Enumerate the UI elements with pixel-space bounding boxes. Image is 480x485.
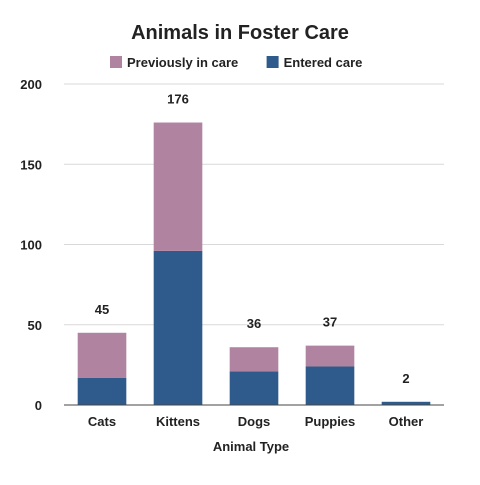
x-axis-label: Animal Type	[213, 439, 289, 454]
data-label-total: 2	[402, 371, 409, 386]
bar-entered-care-dogs	[229, 371, 279, 405]
legend-label: Entered care	[284, 55, 363, 70]
y-tick-label: 100	[20, 238, 42, 253]
total-labels: 45 176 36 37 2	[95, 92, 410, 386]
legend-swatch	[266, 56, 279, 68]
y-axis-tick-labels: 0 50 100 150 200	[20, 77, 42, 413]
legend: Previously in care Entered care	[110, 55, 362, 70]
bar-entered-care-puppies	[305, 366, 355, 405]
x-tick-label: Cats	[88, 414, 116, 429]
y-tick-label: 150	[20, 157, 42, 172]
chart-title: Animals in Foster Care	[131, 22, 349, 44]
x-tick-label: Dogs	[238, 414, 271, 429]
x-tick-label: Puppies	[305, 414, 356, 429]
bar-entered-care-cats	[77, 377, 127, 405]
bar-previously-in-care-cats	[77, 332, 127, 378]
data-label-total: 45	[95, 302, 109, 317]
bar-entered-care-other	[381, 401, 431, 405]
gridlines	[64, 83, 444, 326]
x-axis-tick-labels: Cats Kittens Dogs Puppies Other	[88, 414, 423, 429]
bar-entered-care-kittens	[153, 250, 203, 405]
y-tick-label: 0	[35, 398, 42, 413]
data-label-total: 176	[167, 92, 189, 107]
bar-previously-in-care-dogs	[229, 347, 279, 372]
bar-previously-in-care-kittens	[153, 122, 203, 251]
data-label-total: 37	[323, 315, 337, 330]
y-tick-label: 50	[28, 318, 42, 333]
y-tick-label: 200	[20, 77, 42, 92]
x-tick-label: Other	[389, 414, 424, 429]
x-tick-label: Kittens	[156, 414, 200, 429]
data-label-total: 36	[247, 316, 261, 331]
legend-swatch	[110, 56, 122, 68]
legend-label: Previously in care	[127, 55, 238, 70]
bars	[77, 122, 431, 405]
bar-previously-in-care-puppies	[305, 345, 355, 367]
